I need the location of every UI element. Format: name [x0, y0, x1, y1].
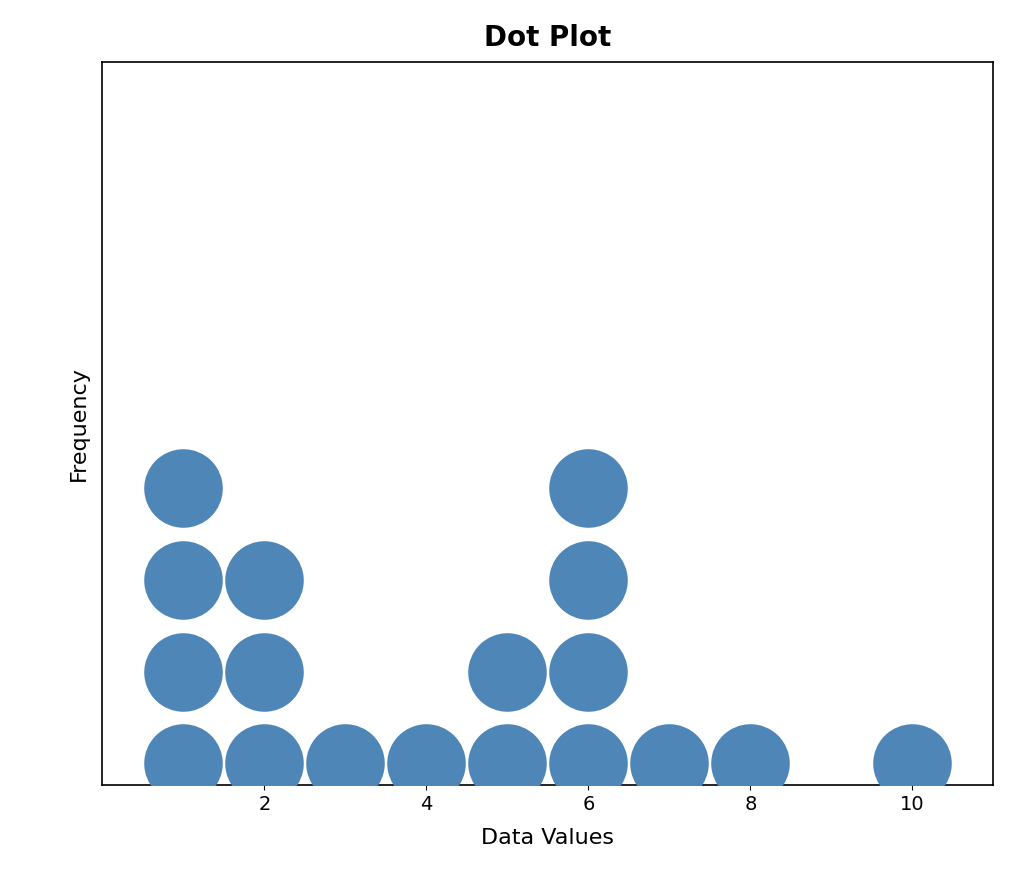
X-axis label: Data Values: Data Values — [481, 828, 614, 847]
Point — [175, 573, 191, 587]
Point — [175, 756, 191, 771]
Point — [581, 756, 597, 771]
Point — [742, 756, 759, 771]
Point — [499, 665, 515, 679]
Point — [418, 756, 434, 771]
Point — [256, 573, 272, 587]
Point — [175, 482, 191, 496]
Title: Dot Plot: Dot Plot — [484, 24, 611, 52]
Point — [581, 573, 597, 587]
Point — [499, 756, 515, 771]
Point — [904, 756, 921, 771]
Point — [175, 665, 191, 679]
Y-axis label: Frequency: Frequency — [69, 367, 88, 481]
Point — [337, 756, 353, 771]
Point — [256, 756, 272, 771]
Point — [581, 665, 597, 679]
Point — [256, 665, 272, 679]
Point — [581, 482, 597, 496]
Point — [662, 756, 678, 771]
